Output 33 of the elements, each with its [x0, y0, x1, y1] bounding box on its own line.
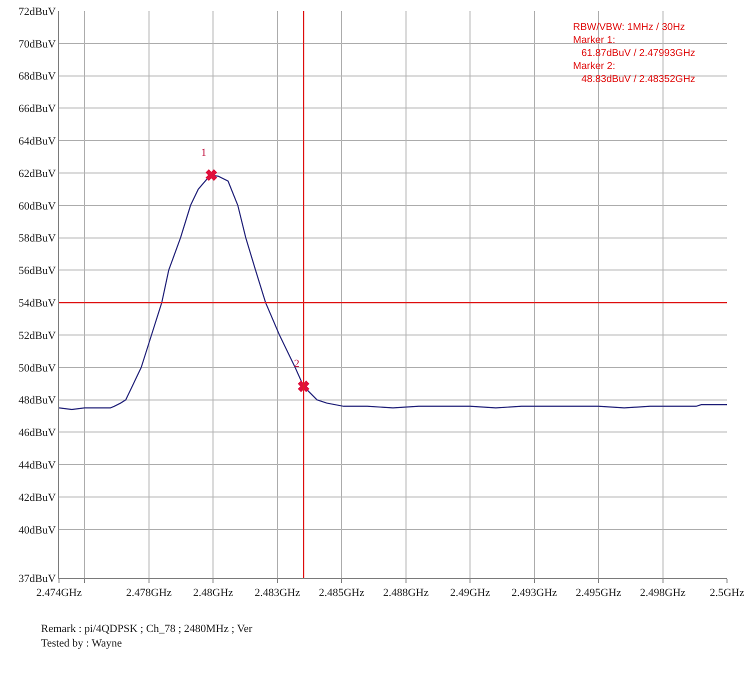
text: Remark : pi/4QDPSK ; Ch_78 ; 2480MHz ; Ver Tested by : Wayne	[41, 623, 253, 650]
y-tick-label: 60dBuV	[18, 200, 56, 212]
annotation: RBW/VBW: 1MHz / 30Hz Marker 1: 61.87dBuV / 2.47993GHz Marker 2: 48.83dBuV / 2.48352GHz	[573, 22, 696, 85]
x-tick-label: 2.5GHz	[710, 587, 744, 600]
y-tick-label: 48dBuV	[18, 394, 56, 407]
annotation: 2	[294, 358, 300, 370]
y-tick-label: 52dBuV	[18, 330, 56, 342]
y-tick-label: 54dBuV	[18, 297, 56, 310]
y-tick-label: 56dBuV	[18, 265, 56, 278]
y-tick-label: 64dBuV	[18, 135, 56, 148]
y-tick-label: 62dBuV	[18, 168, 56, 180]
x-tick-label: 2.48GHz	[193, 587, 234, 600]
x-tick-label: 2.49GHz	[450, 587, 490, 600]
y-tick-label: 37dBuV	[18, 572, 56, 585]
y-tick-label: 68dBuV	[18, 70, 56, 83]
y-tick-label: 72dBuV	[18, 6, 56, 18]
x-tick-label: 2.474GHz	[36, 587, 82, 600]
y-tick-label: 66dBuV	[18, 103, 56, 116]
x-tick-label: 2.485GHz	[318, 587, 364, 600]
x-tick-label: 2.483GHz	[254, 587, 300, 600]
y-tick-label: 50dBuV	[18, 362, 56, 374]
x-tick-label: 2.488GHz	[383, 587, 429, 600]
x-tick-label: 2.495GHz	[576, 587, 622, 600]
y-tick-label: 44dBuV	[18, 459, 56, 472]
y-tick-label: 46dBuV	[18, 427, 56, 440]
y-tick-label: 58dBuV	[18, 232, 56, 245]
x-tick-label: 2.478GHz	[126, 587, 172, 600]
y-tick-label: 40dBuV	[18, 524, 56, 536]
annotation: 1	[201, 147, 206, 159]
x-tick-label: 2.493GHz	[512, 587, 558, 600]
y-tick-label: 42dBuV	[18, 492, 56, 504]
x-tick-label: 2.498GHz	[640, 587, 686, 600]
y-tick-label: 70dBuV	[18, 38, 56, 50]
